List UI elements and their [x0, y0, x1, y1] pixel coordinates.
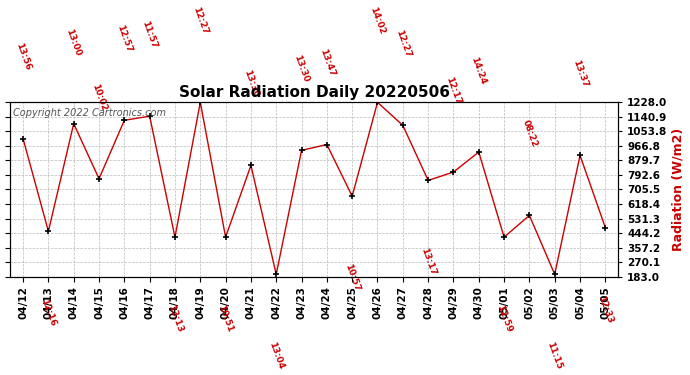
Title: Solar Radiation Daily 20220506: Solar Radiation Daily 20220506	[179, 85, 450, 100]
Text: 12:17: 12:17	[444, 75, 462, 105]
Text: 12:27: 12:27	[394, 28, 412, 58]
Text: 13:30: 13:30	[293, 54, 310, 84]
Text: 12:27: 12:27	[191, 6, 210, 36]
Text: 13:47: 13:47	[317, 48, 336, 78]
Text: Copyright 2022 Cartronics.com: Copyright 2022 Cartronics.com	[13, 108, 166, 117]
Text: 13:04: 13:04	[267, 341, 286, 371]
Text: 13:00: 13:00	[65, 27, 83, 57]
Text: 11:15: 11:15	[546, 341, 564, 371]
Text: 12:16: 12:16	[39, 298, 57, 328]
Text: 12:57: 12:57	[115, 24, 133, 54]
Text: 14:24: 14:24	[470, 55, 488, 86]
Text: 10:02: 10:02	[90, 82, 108, 112]
Text: 12:33: 12:33	[596, 294, 615, 324]
Text: 13:13: 13:13	[166, 304, 184, 334]
Text: 14:02: 14:02	[368, 6, 386, 36]
Text: 13:37: 13:37	[571, 58, 589, 89]
Text: 13:30: 13:30	[241, 69, 260, 99]
Y-axis label: Radiation (W/m2): Radiation (W/m2)	[671, 128, 684, 251]
Text: 13:56: 13:56	[14, 42, 32, 72]
Text: 10:51: 10:51	[217, 304, 235, 334]
Text: 13:17: 13:17	[419, 247, 437, 277]
Text: 08:22: 08:22	[520, 119, 538, 149]
Text: 10:57: 10:57	[343, 263, 362, 293]
Text: 11:57: 11:57	[141, 20, 159, 50]
Text: 12:59: 12:59	[495, 304, 513, 334]
